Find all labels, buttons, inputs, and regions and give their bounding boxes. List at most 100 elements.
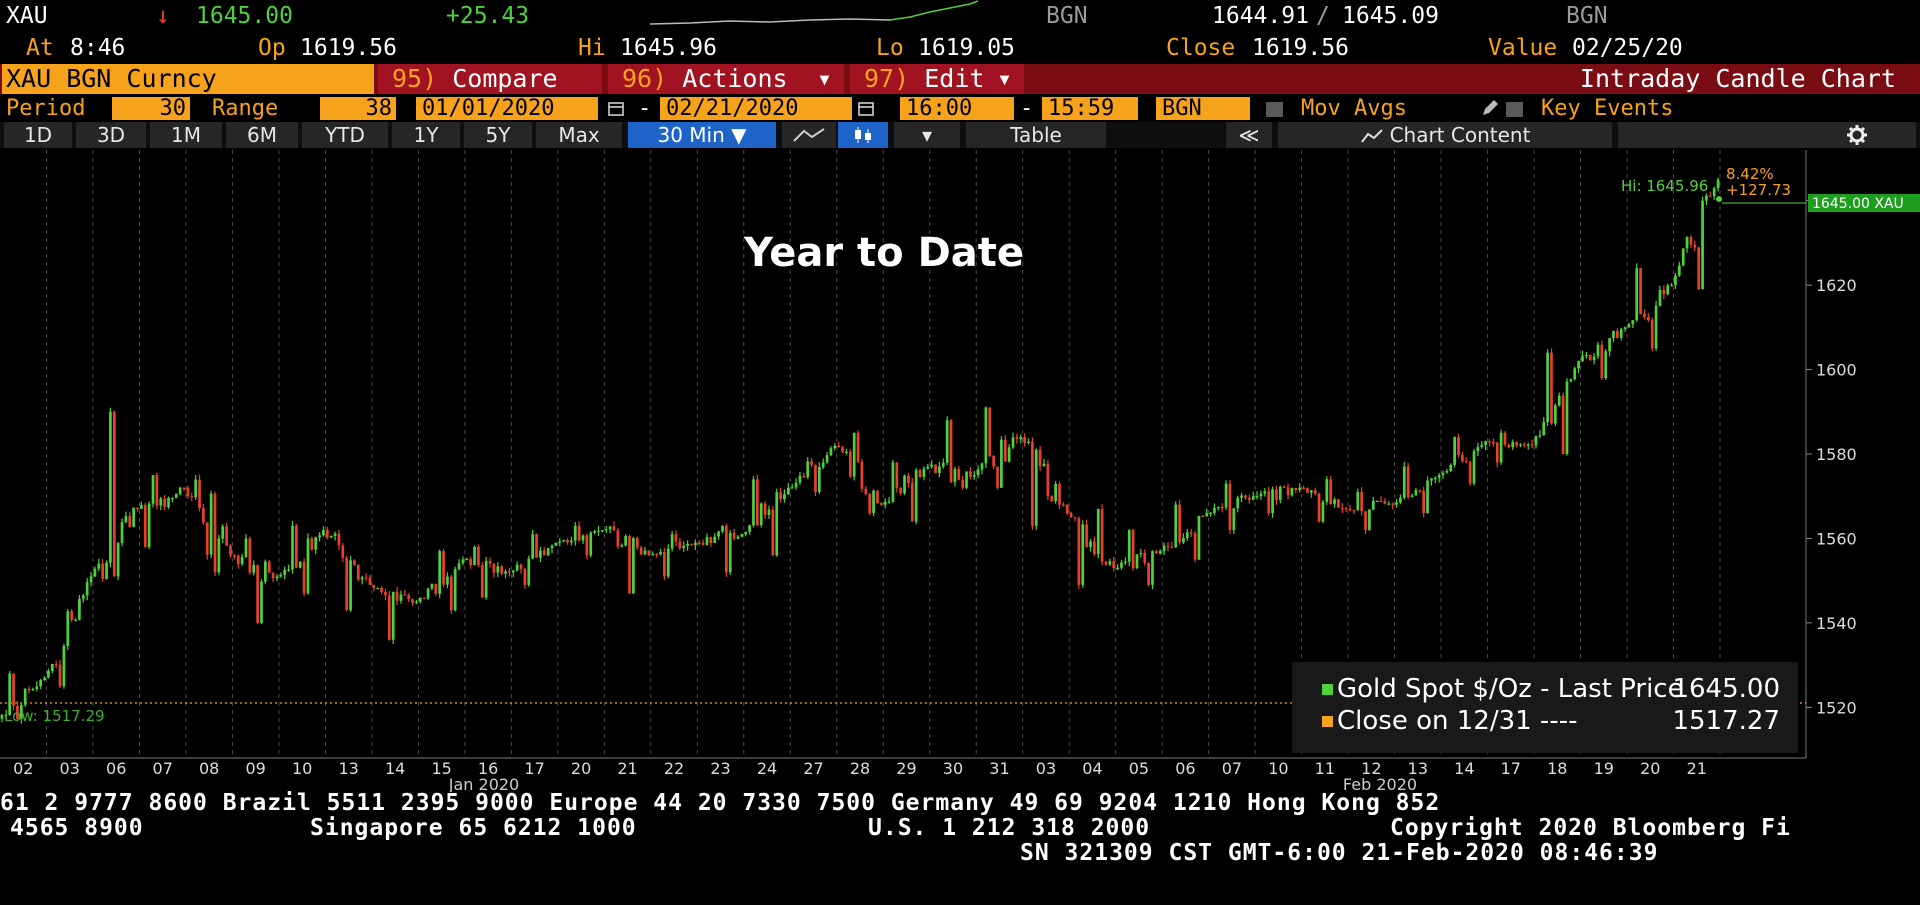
compare-menu[interactable]: 95) Compare (378, 64, 602, 94)
collapse-panel-button[interactable]: ≪ (1226, 122, 1272, 148)
candle-chart-button[interactable] (838, 122, 888, 148)
candle-body (1670, 285, 1673, 287)
candle-body (58, 664, 62, 687)
range-button-1m[interactable]: 1M (150, 122, 222, 148)
start-date-field[interactable]: 01/01/2020 (416, 97, 598, 120)
key-events-checkbox[interactable] (1506, 101, 1523, 117)
candle-body (1495, 442, 1499, 463)
range-button-5y[interactable]: 5Y (464, 122, 532, 148)
candle-body (1681, 248, 1685, 266)
security-field[interactable]: XAU BGN Curncy (2, 64, 374, 94)
candle-body (457, 563, 461, 570)
candle-body (1449, 464, 1453, 472)
range-button-1y[interactable]: 1Y (392, 122, 460, 148)
range-button-ytd[interactable]: YTD (302, 122, 388, 148)
candle-body (434, 583, 438, 594)
range-button-1d[interactable]: 1D (4, 122, 72, 148)
edit-menu[interactable]: 97) Edit ▾ (850, 64, 1024, 94)
candle-body (1608, 338, 1611, 352)
candle-body (480, 565, 484, 598)
candle-body (1143, 553, 1147, 563)
candle-body (1584, 355, 1588, 357)
candle-body (1468, 462, 1472, 484)
range-button-max[interactable]: Max (536, 122, 622, 148)
bid-ask-separator: / (1316, 3, 1330, 29)
candle-body (988, 407, 992, 456)
candle-body (116, 542, 120, 577)
candle-body (1534, 436, 1538, 446)
candle-body (542, 550, 546, 556)
legend-item-prev-close[interactable]: Close on 12/31 ---- 1517.27 (1322, 706, 1788, 736)
candle-body (1646, 317, 1650, 321)
legend-item-gold[interactable]: Gold Spot $/Oz - Last Price 1645.00 (1322, 674, 1788, 704)
candle-body (1050, 496, 1054, 502)
candle-body (903, 475, 906, 494)
end-time-field[interactable]: 15:59 (1042, 97, 1138, 120)
end-date-field[interactable]: 02/21/2020 (660, 97, 852, 120)
chart-content-button[interactable]: Chart Content (1278, 122, 1612, 148)
candle-body (1519, 444, 1522, 446)
candle-body (566, 539, 569, 543)
candle-body (969, 471, 972, 477)
interval-dropdown[interactable]: 30 Min ▼ (628, 122, 776, 148)
candle-body (74, 619, 77, 621)
candle-body (732, 532, 736, 539)
candle-body (496, 566, 500, 573)
candle-body (1007, 447, 1011, 462)
key-events-label: Key Events (1541, 96, 1674, 121)
y-axis-ticks: 1520154015601580160016201640 (1806, 192, 1857, 717)
key-events-toggle[interactable]: Key Events (1506, 97, 1673, 120)
candle-body (1507, 444, 1511, 448)
candle-body (736, 536, 740, 539)
range-field[interactable]: 38 (320, 97, 396, 120)
table-button[interactable]: Table (966, 122, 1106, 148)
candle-body (941, 462, 945, 467)
x-tick-label: 18 (1547, 759, 1567, 778)
candle-body (1031, 441, 1034, 526)
candle-body (1476, 446, 1480, 452)
candle-body (1344, 507, 1348, 510)
candle-body (1085, 524, 1088, 548)
x-tick-label: 22 (664, 759, 684, 778)
actions-menu[interactable]: 96) Actions ▾ (608, 64, 844, 94)
start-time-field[interactable]: 16:00 (900, 97, 1014, 120)
price-chart[interactable]: 1520154015601580160016201640 02030607080… (0, 150, 1920, 792)
mov-avgs-toggle[interactable]: Mov Avgs (1266, 97, 1407, 120)
candle-body (1042, 463, 1046, 467)
candle-body (1023, 437, 1026, 443)
candle-body (213, 493, 217, 573)
candle-body (643, 550, 647, 555)
time-separator: - (1020, 96, 1034, 121)
candle-body (294, 525, 298, 568)
candle-body (825, 455, 829, 463)
candle-body (577, 525, 581, 541)
compare-shortcut: 95) (392, 64, 438, 93)
chart-style-dropdown[interactable]: ▾ (894, 122, 960, 148)
pencil-icon[interactable] (1480, 98, 1500, 118)
compare-label: Compare (452, 64, 558, 93)
line-chart-button[interactable] (782, 122, 836, 148)
candle-body (50, 663, 54, 671)
mov-avgs-checkbox[interactable] (1266, 101, 1283, 117)
end-calendar-icon[interactable] (858, 100, 874, 116)
candle-body (1433, 477, 1437, 480)
candle-body (1174, 504, 1178, 547)
range-button-6m[interactable]: 6M (226, 122, 298, 148)
candle-body (651, 553, 655, 556)
candle-body (1546, 352, 1549, 422)
pricing-source-field[interactable]: BGN (1156, 97, 1250, 120)
settings-button[interactable] (1618, 122, 1916, 148)
candle-body (848, 451, 852, 477)
close-label: Close (1166, 35, 1236, 61)
candle-body (426, 588, 430, 599)
candle-body (391, 591, 395, 640)
period-field[interactable]: 30 (112, 97, 190, 120)
candle-body (120, 522, 124, 543)
legend-value-gold: 1645.00 (1672, 674, 1780, 704)
candle-body (1089, 541, 1092, 548)
start-calendar-icon[interactable] (608, 100, 624, 116)
x-tick-label: 07 (153, 759, 173, 778)
range-button-3d[interactable]: 3D (76, 122, 146, 148)
candle-body (996, 466, 999, 488)
candle-body (554, 542, 558, 546)
